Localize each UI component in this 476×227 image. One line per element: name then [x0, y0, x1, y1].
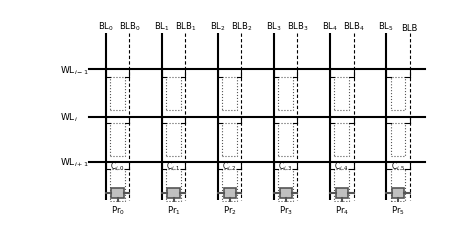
- Text: Pr$_{3}$: Pr$_{3}$: [279, 204, 293, 216]
- Bar: [168, 188, 180, 198]
- Text: BLB$_3$: BLB$_3$: [287, 20, 308, 33]
- Bar: [222, 169, 237, 201]
- Text: Pr$_{2}$: Pr$_{2}$: [223, 204, 237, 216]
- Text: BLB$_2$: BLB$_2$: [231, 20, 252, 33]
- Bar: [222, 78, 237, 110]
- Bar: [392, 188, 404, 198]
- Text: BLB$_0$: BLB$_0$: [119, 20, 140, 33]
- Text: C$_{i,3}$: C$_{i,3}$: [278, 160, 293, 172]
- Text: C$_{i,2}$: C$_{i,2}$: [222, 160, 237, 172]
- Text: Pr$_{1}$: Pr$_{1}$: [167, 204, 180, 216]
- Text: C$_{i,5}$: C$_{i,5}$: [391, 160, 405, 172]
- Text: BL$_5$: BL$_5$: [378, 20, 394, 33]
- Bar: [110, 124, 125, 156]
- Text: C$_{i,1}$: C$_{i,1}$: [166, 160, 181, 172]
- Text: BLB$_1$: BLB$_1$: [175, 20, 196, 33]
- Bar: [390, 124, 405, 156]
- Bar: [224, 188, 236, 198]
- Text: WL$_{i+1}$: WL$_{i+1}$: [60, 156, 89, 168]
- Text: Pr$_{5}$: Pr$_{5}$: [391, 204, 405, 216]
- Text: C$_{i,4}$: C$_{i,4}$: [335, 160, 349, 172]
- Text: BLB$_4$: BLB$_4$: [343, 20, 365, 33]
- Bar: [222, 124, 237, 156]
- Text: C$_{i,0}$: C$_{i,0}$: [110, 160, 125, 172]
- Bar: [278, 78, 293, 110]
- Bar: [390, 78, 405, 110]
- Text: BL$_3$: BL$_3$: [266, 20, 282, 33]
- Bar: [390, 169, 405, 201]
- Bar: [335, 169, 349, 201]
- Text: BL$_4$: BL$_4$: [322, 20, 338, 33]
- Bar: [335, 78, 349, 110]
- Text: BL$_2$: BL$_2$: [210, 20, 226, 33]
- Text: Pr$_{4}$: Pr$_{4}$: [335, 204, 349, 216]
- Text: BLB: BLB: [401, 24, 418, 33]
- Text: WL$_{i}$: WL$_{i}$: [60, 111, 78, 124]
- Bar: [166, 124, 181, 156]
- Bar: [166, 169, 181, 201]
- Bar: [110, 169, 125, 201]
- Bar: [166, 78, 181, 110]
- Text: Pr$_{0}$: Pr$_{0}$: [110, 204, 125, 216]
- Bar: [336, 188, 348, 198]
- Bar: [111, 188, 124, 198]
- Text: WL$_{i-1}$: WL$_{i-1}$: [60, 64, 89, 76]
- Bar: [335, 124, 349, 156]
- Bar: [278, 124, 293, 156]
- Bar: [279, 188, 292, 198]
- Text: BL$_1$: BL$_1$: [154, 20, 169, 33]
- Bar: [110, 78, 125, 110]
- Bar: [278, 169, 293, 201]
- Text: BL$_0$: BL$_0$: [98, 20, 114, 33]
